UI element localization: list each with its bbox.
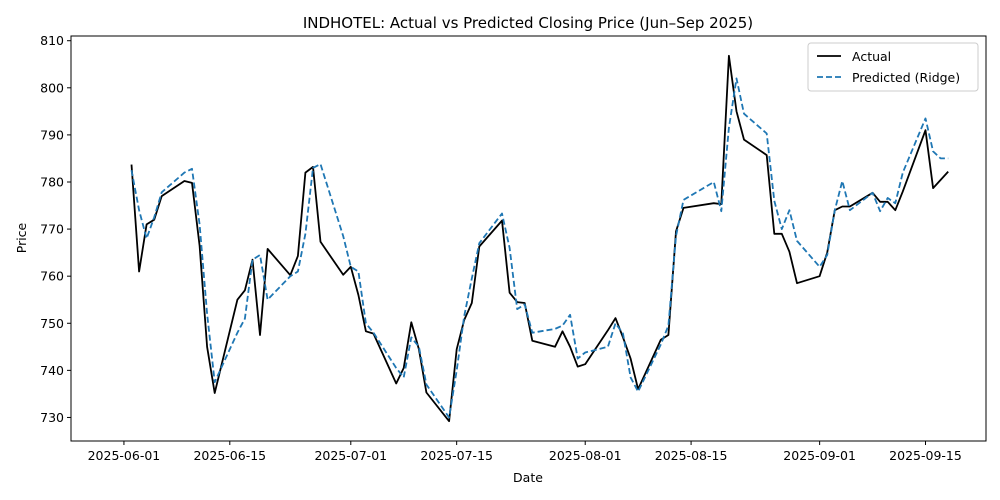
x-tick-label: 2025-07-15 xyxy=(420,448,493,463)
x-tick-label: 2025-08-15 xyxy=(655,448,728,463)
legend: Actual Predicted (Ridge) xyxy=(807,42,979,92)
series-line-predicted xyxy=(130,77,949,419)
y-axis: 730 740 750 760 770 780 790 800 810 xyxy=(40,33,71,425)
legend-box xyxy=(807,42,979,92)
y-tick-label: 780 xyxy=(40,174,64,189)
x-tick-label: 2025-08-01 xyxy=(549,448,622,463)
y-axis-label: Price xyxy=(14,222,29,253)
x-tick-label: 2025-07-01 xyxy=(314,448,387,463)
x-tick-label: 2025-09-15 xyxy=(889,448,962,463)
legend-label-actual: Actual xyxy=(852,49,891,64)
series-line-actual xyxy=(130,54,949,423)
x-tick-label: 2025-06-01 xyxy=(88,448,161,463)
chart-title: INDHOTEL: Actual vs Predicted Closing Pr… xyxy=(303,14,753,32)
series-layer xyxy=(130,54,949,423)
y-tick-label: 790 xyxy=(40,127,64,142)
legend-label-predicted: Predicted (Ridge) xyxy=(852,70,960,85)
y-tick-label: 760 xyxy=(40,269,64,284)
x-axis: 2025-06-01 2025-06-15 2025-07-01 2025-07-15… xyxy=(88,441,962,463)
y-tick-label: 730 xyxy=(40,410,64,425)
y-tick-label: 800 xyxy=(40,80,64,95)
y-tick-label: 810 xyxy=(40,33,64,48)
y-tick-label: 740 xyxy=(40,363,64,378)
x-tick-label: 2025-09-01 xyxy=(783,448,856,463)
y-tick-label: 750 xyxy=(40,316,64,331)
x-tick-label: 2025-06-15 xyxy=(193,448,266,463)
plot-frame xyxy=(70,35,987,442)
y-tick-label: 770 xyxy=(40,222,64,237)
x-axis-label: Date xyxy=(513,470,543,485)
